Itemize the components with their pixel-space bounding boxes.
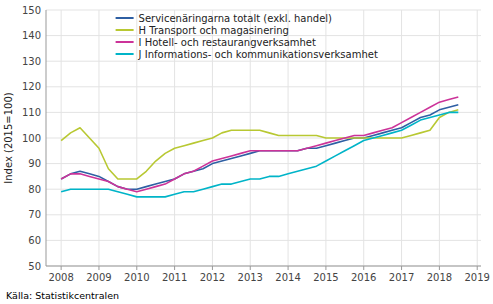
- x-tick: [250, 266, 251, 270]
- y-grid-line: [46, 138, 481, 139]
- x-tick: [61, 266, 62, 270]
- legend-label: J Informations- och kommunikationsverksa…: [138, 49, 378, 60]
- y-tick-label: 130: [22, 56, 41, 67]
- x-tick-label: 2015: [313, 272, 338, 283]
- x-tick-label: 2010: [124, 272, 149, 283]
- y-tick-label: 100: [22, 133, 41, 144]
- x-tick-label: 2018: [427, 272, 452, 283]
- series-line: [61, 105, 458, 189]
- x-tick-label: 2011: [162, 272, 187, 283]
- y-grid-line: [46, 112, 481, 113]
- x-grid-line: [61, 10, 62, 266]
- x-tick: [174, 266, 175, 270]
- series-lines: [61, 97, 458, 197]
- y-grid-line: [46, 86, 481, 87]
- y-axis-label: Index (2015=100): [3, 92, 14, 184]
- y-tick-label: 90: [28, 158, 41, 169]
- axes: 50 60 70 80 90 100 110 120 130 140 150 2008 2009 2010…: [22, 5, 490, 284]
- x-tick-label: 2017: [389, 272, 414, 283]
- y-tick-label: 70: [28, 209, 41, 220]
- series-line: [61, 112, 458, 196]
- y-tick-label: 140: [22, 30, 41, 41]
- y-grid-line: [46, 266, 481, 267]
- source-note: Källa: Statistikcentralen: [6, 290, 119, 301]
- x-tick: [439, 266, 440, 270]
- legend-swatch: [116, 53, 134, 55]
- y-tick-label: 50: [28, 261, 41, 272]
- y-tick-label: 110: [22, 107, 41, 118]
- y-grid-line: [46, 10, 481, 11]
- legend: Servicenäringarna totalt (exkl. handel)H…: [116, 13, 378, 60]
- x-grid-line: [477, 10, 478, 266]
- x-tick-label: 2014: [275, 272, 300, 283]
- y-grid-line: [46, 163, 481, 164]
- x-grid-line: [439, 10, 440, 266]
- legend-label: I Hotell- och restaurangverksamhet: [139, 37, 316, 48]
- x-tick: [477, 266, 478, 270]
- chart: 50 60 70 80 90 100 110 120 130 140 150 2008 2009 2010…: [0, 0, 493, 304]
- legend-swatch: [116, 41, 134, 43]
- x-tick: [288, 266, 289, 270]
- legend-label: Servicenäringarna totalt (exkl. handel): [139, 13, 332, 24]
- series-line: [61, 110, 458, 179]
- y-tick-label: 80: [28, 184, 41, 195]
- x-grid-line: [98, 10, 99, 266]
- y-tick-label: 150: [22, 5, 41, 16]
- y-tick-label: 60: [28, 235, 41, 246]
- grid: [46, 10, 481, 266]
- y-tick-label: 120: [22, 81, 41, 92]
- x-tick-label: 2009: [86, 272, 111, 283]
- y-axis-line: [46, 10, 47, 266]
- y-grid-line: [46, 61, 481, 62]
- x-tick-label: 2008: [48, 272, 73, 283]
- x-tick: [325, 266, 326, 270]
- x-tick: [98, 266, 99, 270]
- x-tick: [212, 266, 213, 270]
- x-grid-line: [136, 10, 137, 266]
- x-tick-label: 2012: [200, 272, 225, 283]
- x-axis-line: [46, 266, 481, 267]
- legend-swatch: [116, 17, 134, 19]
- y-grid-line: [46, 240, 481, 241]
- x-tick-label: 2016: [351, 272, 376, 283]
- y-grid-line: [46, 214, 481, 215]
- x-tick-label: 2013: [238, 272, 263, 283]
- legend-label: H Transport och magasinering: [139, 25, 289, 36]
- series-line: [61, 97, 458, 192]
- legend-swatch: [116, 29, 134, 31]
- x-tick: [363, 266, 364, 270]
- x-tick: [401, 266, 402, 270]
- x-tick: [136, 266, 137, 270]
- x-tick-label: 2019: [464, 272, 489, 283]
